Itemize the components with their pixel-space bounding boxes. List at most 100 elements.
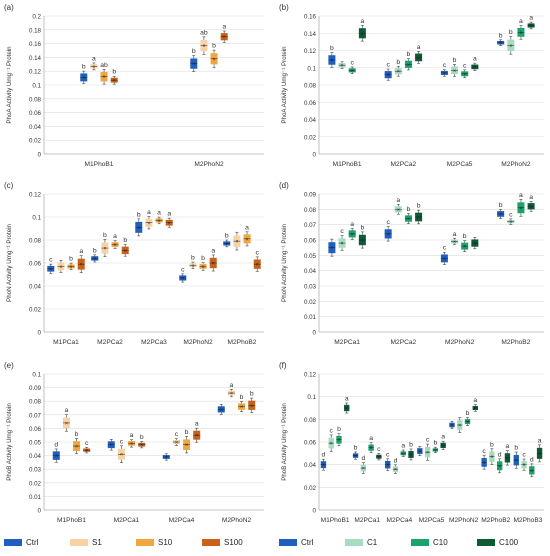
significance-letter: b (407, 51, 411, 58)
legend-item: C100 (477, 538, 518, 547)
x-category-label: M2PCa2 (97, 339, 123, 346)
significance-letter: c (329, 427, 333, 434)
x-category-label: M2PCa5 (419, 517, 445, 524)
legend-item: Ctrl (279, 538, 313, 547)
mean-marker: × (407, 217, 410, 223)
x-category-label: M1PhoB1 (85, 161, 114, 168)
mean-marker: × (55, 454, 58, 460)
mean-marker: × (70, 264, 73, 270)
mean-marker: × (82, 75, 85, 81)
x-category-label: M1PhoB1 (57, 517, 86, 524)
mean-marker: × (370, 446, 373, 452)
mean-marker: × (322, 463, 325, 469)
y-tick-label: 0.02 (29, 307, 42, 314)
mean-marker: × (394, 467, 397, 473)
significance-letter: b (212, 43, 216, 50)
mean-marker: × (181, 276, 184, 282)
x-category-label: M1PCa1 (53, 339, 79, 346)
significance-letter: a (417, 44, 421, 51)
y-tick-label: 0.06 (304, 100, 317, 107)
mean-marker: × (397, 69, 400, 75)
significance-letter: d (498, 451, 502, 458)
mean-marker: × (530, 204, 533, 210)
mean-marker: × (519, 206, 522, 212)
x-category-label: M2PhoN2 (445, 339, 475, 346)
significance-letter: b (453, 57, 457, 64)
mean-marker: × (463, 244, 466, 250)
significance-letter: b (123, 237, 127, 244)
legend-item: S10 (136, 538, 172, 547)
mean-marker: × (387, 232, 390, 238)
significance-letter: a (195, 421, 199, 428)
significance-letter: a (167, 211, 171, 218)
significance-letter: d (322, 452, 326, 459)
mean-marker: × (225, 241, 228, 247)
legend-swatch (411, 539, 429, 547)
significance-letter: c (350, 59, 354, 66)
mean-marker: × (202, 264, 205, 270)
mean-marker: × (506, 456, 509, 462)
significance-letter: b (185, 429, 189, 436)
mean-marker: × (530, 468, 533, 474)
mean-marker: × (387, 73, 390, 79)
significance-letter: a (230, 382, 234, 389)
mean-marker: × (124, 248, 127, 254)
significance-letter: ab (100, 62, 108, 69)
mean-marker: × (361, 31, 364, 37)
y-tick-label: 0.2 (32, 14, 41, 21)
mean-marker: × (256, 262, 259, 268)
y-axis-label: PhoN Activity Umg⁻¹ Protein (281, 224, 288, 302)
mean-marker: × (523, 463, 526, 469)
mean-marker: × (530, 23, 533, 29)
mean-marker: × (451, 423, 454, 429)
y-tick-label: 0.01 (304, 314, 317, 321)
significance-letter: b (499, 202, 503, 209)
panel-d: (d) 0 0.01 0.02 0.03 0.04 0.05 0.06 0.07 0.08 0.09… (279, 181, 544, 346)
mean-marker: × (443, 256, 446, 262)
significance-letter: b (225, 233, 229, 240)
mean-marker: × (498, 464, 501, 470)
mean-marker: × (361, 238, 364, 244)
legend-item: Ctrl (4, 538, 38, 547)
x-category-label: M2PCa1 (334, 339, 360, 346)
y-tick-label: 0.16 (304, 14, 317, 21)
significance-letter: c (522, 452, 526, 459)
mean-marker: × (417, 215, 420, 221)
panel-label: (e) (4, 361, 14, 370)
y-tick-label: 0.09 (304, 192, 317, 199)
significance-letter: c (443, 62, 447, 69)
mean-marker: × (130, 441, 133, 447)
significance-letter: ab (200, 29, 208, 36)
mean-marker: × (185, 443, 188, 449)
x-category-label: M2PCa4 (387, 517, 413, 524)
mean-marker: × (453, 68, 456, 74)
x-category-label: M2PCa5 (447, 161, 473, 168)
y-axis-label: PhoB Activity Umg⁻¹ Protein (281, 403, 288, 481)
significance-letter: b (250, 391, 254, 398)
y-tick-label: 0.06 (304, 238, 317, 245)
significance-letter: a (473, 397, 477, 404)
mean-marker: × (80, 262, 83, 268)
y-tick-label: 0.04 (304, 268, 317, 275)
mean-marker: × (538, 451, 541, 457)
y-tick-label: 0.07 (29, 412, 42, 419)
significance-letter: b (433, 440, 437, 447)
significance-letter: b (354, 444, 358, 451)
significance-letter: a (245, 224, 249, 231)
legend-swatch (279, 539, 297, 547)
mean-marker: × (377, 455, 380, 461)
y-tick-label: 0.02 (304, 299, 317, 306)
y-tick-label: 0 (38, 508, 42, 515)
x-category-label: M2PCa1 (114, 517, 140, 524)
y-tick-label: 0.08 (29, 96, 42, 103)
significance-letter: b (360, 224, 364, 231)
y-tick-label: 0.08 (304, 83, 317, 90)
legend-swatch (477, 539, 495, 547)
mean-marker: × (147, 221, 150, 227)
significance-letter: b (82, 64, 86, 71)
significance-letter: a (360, 18, 364, 25)
significance-letter: c (509, 211, 513, 218)
legend-label: Ctrl (301, 538, 314, 547)
y-tick-label: 0 (313, 330, 317, 337)
